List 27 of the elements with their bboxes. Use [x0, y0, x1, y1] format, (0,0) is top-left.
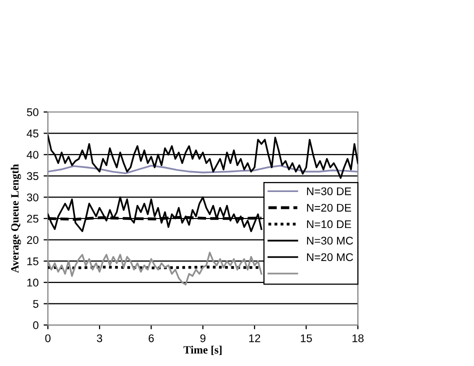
line-series [48, 164, 358, 174]
y-tick-label: 25 [27, 214, 38, 223]
legend-label: N=30 MC [307, 236, 354, 245]
x-tick-label: 15 [300, 334, 312, 342]
y-axis-title: Average Queue Length [10, 164, 21, 273]
legend-label: N=20 MC [307, 253, 354, 262]
x-tick-label: 0 [45, 334, 51, 342]
line-series [48, 252, 262, 286]
y-tick-label: 0 [33, 321, 38, 330]
y-tick-label: 5 [33, 300, 38, 308]
y-tick-label: 45 [26, 130, 38, 138]
legend-label: N=30 DE [307, 187, 352, 196]
y-tick-label: 35 [26, 172, 38, 180]
y-tick-label: 20 [27, 236, 38, 244]
x-tick-label: 6 [148, 334, 154, 342]
y-tick-label: 10 [27, 278, 38, 287]
x-tick-label: 3 [96, 334, 102, 342]
x-tick-label: 12 [249, 334, 260, 342]
y-tick-label: 50 [26, 108, 38, 116]
x-axis-title: Time [s] [184, 346, 222, 355]
x-tick-label: 18 [352, 334, 364, 342]
legend-label: N=20 DE [307, 204, 352, 212]
y-tick-label: 30 [26, 193, 38, 202]
y-tick-label: 40 [26, 150, 38, 159]
y-tick-label: 15 [27, 257, 38, 266]
x-tick-label: 9 [200, 334, 206, 342]
legend-label: N=10 DE [307, 220, 352, 228]
